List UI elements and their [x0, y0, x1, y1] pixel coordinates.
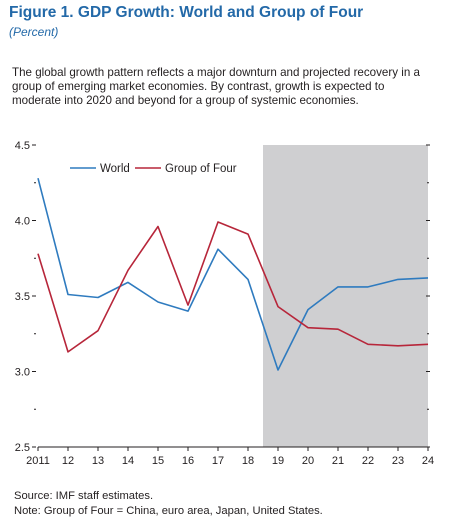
data-point-world: [247, 278, 249, 280]
data-point-group-of-four: [67, 351, 69, 353]
description-line: group of emerging market economies. By c…: [12, 80, 385, 93]
source-note: Source: IMF staff estimates.: [14, 490, 154, 502]
x-tick-label: 19: [272, 455, 284, 467]
data-point-group-of-four: [247, 233, 249, 235]
legend-label-group-of-four: Group of Four: [165, 163, 237, 175]
data-point-group-of-four: [37, 253, 39, 255]
figure-footer: Source: IMF staff estimates. Note: Group…: [14, 489, 323, 519]
data-point-world: [397, 278, 399, 280]
data-point-group-of-four: [217, 221, 219, 223]
description-line: The global growth pattern reflects a maj…: [12, 66, 420, 79]
x-tick-label: 2011: [26, 455, 50, 467]
data-point-world: [127, 281, 129, 283]
y-tick-label: 4.0: [15, 216, 30, 228]
legend-label-world: World: [100, 163, 130, 175]
data-point-group-of-four: [367, 343, 369, 345]
x-tick-label: 15: [152, 455, 164, 467]
data-point-world: [277, 369, 279, 371]
y-tick-label: 3.0: [15, 367, 30, 379]
data-point-world: [337, 286, 339, 288]
data-point-group-of-four: [157, 226, 159, 228]
group-note: Note: Group of Four = China, euro area, …: [14, 505, 323, 517]
figure-title: Figure 1. GDP Growth: World and Group of…: [9, 4, 364, 21]
data-point-world: [37, 177, 39, 179]
data-point-world: [187, 310, 189, 312]
data-point-group-of-four: [187, 304, 189, 306]
x-tick-label: 12: [62, 455, 74, 467]
data-point-world: [157, 301, 159, 303]
data-point-world: [97, 297, 99, 299]
projection-shaded-region: [263, 145, 428, 447]
data-point-world: [427, 277, 429, 279]
data-point-group-of-four: [337, 328, 339, 330]
description-line: moderate into 2020 and beyond for a grou…: [12, 94, 359, 107]
y-tick-label: 3.5: [15, 291, 30, 303]
x-tick-label: 17: [212, 455, 224, 467]
data-point-group-of-four: [127, 269, 129, 271]
figure-description: The global growth pattern reflects a maj…: [12, 66, 438, 108]
data-point-world: [307, 309, 309, 311]
series-line-world: [37, 178, 429, 371]
data-point-group-of-four: [397, 345, 399, 347]
x-tick-label: 14: [122, 455, 134, 467]
data-point-world: [367, 286, 369, 288]
data-point-world: [67, 293, 69, 295]
x-tick-label: 24: [422, 455, 434, 467]
y-tick-label: 2.5: [15, 442, 30, 454]
x-tick-label: 20: [302, 455, 314, 467]
data-point-group-of-four: [97, 330, 99, 332]
x-tick-label: 21: [332, 455, 344, 467]
data-point-group-of-four: [427, 343, 429, 345]
x-tick-label: 22: [362, 455, 374, 467]
y-tick-label: 4.5: [15, 140, 30, 152]
x-tick-label: 23: [392, 455, 404, 467]
x-tick-label: 18: [242, 455, 254, 467]
x-tick-label: 13: [92, 455, 104, 467]
x-tick-label: 16: [182, 455, 194, 467]
data-point-group-of-four: [277, 306, 279, 308]
series-line-group-of-four: [37, 221, 429, 353]
data-point-world: [217, 248, 219, 250]
figure-subtitle: (Percent): [9, 25, 59, 39]
data-point-group-of-four: [307, 327, 309, 329]
